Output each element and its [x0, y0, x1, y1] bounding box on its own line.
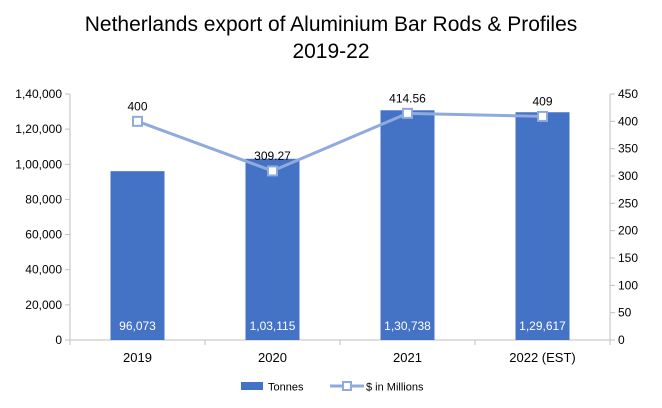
legend-marker-swatch	[342, 381, 352, 391]
line-marker	[402, 107, 413, 119]
bar-data-label: 1,03,115	[250, 319, 296, 333]
right-tick-label: 300	[618, 169, 638, 183]
line-data-label: 400	[127, 99, 147, 113]
plot-area: 0 20,000 40,000 60,000 80,000 1,00,000 1,20,00…	[15, 87, 638, 365]
right-tick-label: 0	[618, 333, 625, 347]
bar	[110, 171, 165, 340]
legend: Tonnes $ in Millions	[241, 381, 424, 394]
right-tick-label: 350	[618, 142, 638, 156]
x-tick-label: 2022 (EST)	[509, 350, 575, 365]
bar-data-label: 1,29,617	[519, 319, 566, 333]
x-tick-label: 2021	[393, 350, 422, 365]
right-tick-label: 50	[618, 306, 632, 320]
legend-label-tonnes: Tonnes	[268, 382, 304, 394]
left-tick-label: 60,000	[25, 228, 62, 242]
legend-bar-swatch	[241, 382, 263, 390]
x-tick-label: 2019	[123, 350, 152, 365]
bar-data-label: 1,30,738	[384, 319, 431, 333]
left-tick-label: 80,000	[25, 192, 62, 206]
x-tick-label: 2020	[258, 350, 287, 365]
bar	[380, 110, 435, 340]
left-tick-label: 40,000	[25, 263, 62, 277]
line-series	[136, 111, 543, 173]
right-tick-label: 400	[618, 114, 638, 128]
bar-data-label: 96,073	[119, 319, 156, 333]
line-data-label: 409	[532, 94, 552, 108]
line-data-label: 414.56	[389, 91, 426, 105]
right-tick-label: 200	[618, 224, 638, 238]
left-tick-label: 20,000	[25, 298, 62, 312]
left-tick-label: 0	[55, 333, 62, 347]
right-tick-label: 100	[618, 278, 638, 292]
right-tick-label: 450	[618, 87, 638, 101]
left-tick-label: 1,00,000	[15, 157, 62, 171]
line-data-label: 309.27	[254, 149, 291, 163]
line-marker	[267, 165, 278, 177]
line-marker	[132, 115, 143, 127]
left-tick-label: 1,40,000	[15, 87, 62, 101]
left-tick-label: 1,20,000	[15, 122, 62, 136]
bar	[245, 158, 300, 340]
line-marker	[537, 110, 548, 122]
right-tick-label: 150	[618, 251, 638, 265]
bar	[515, 112, 570, 340]
chart-title-line-1: Netherlands export of Aluminium Bar Rods…	[85, 13, 578, 36]
right-tick-label: 250	[618, 196, 638, 210]
legend-label-millions: $ in Millions	[366, 382, 424, 394]
chart-title-line-2: 2019-22	[292, 40, 369, 63]
